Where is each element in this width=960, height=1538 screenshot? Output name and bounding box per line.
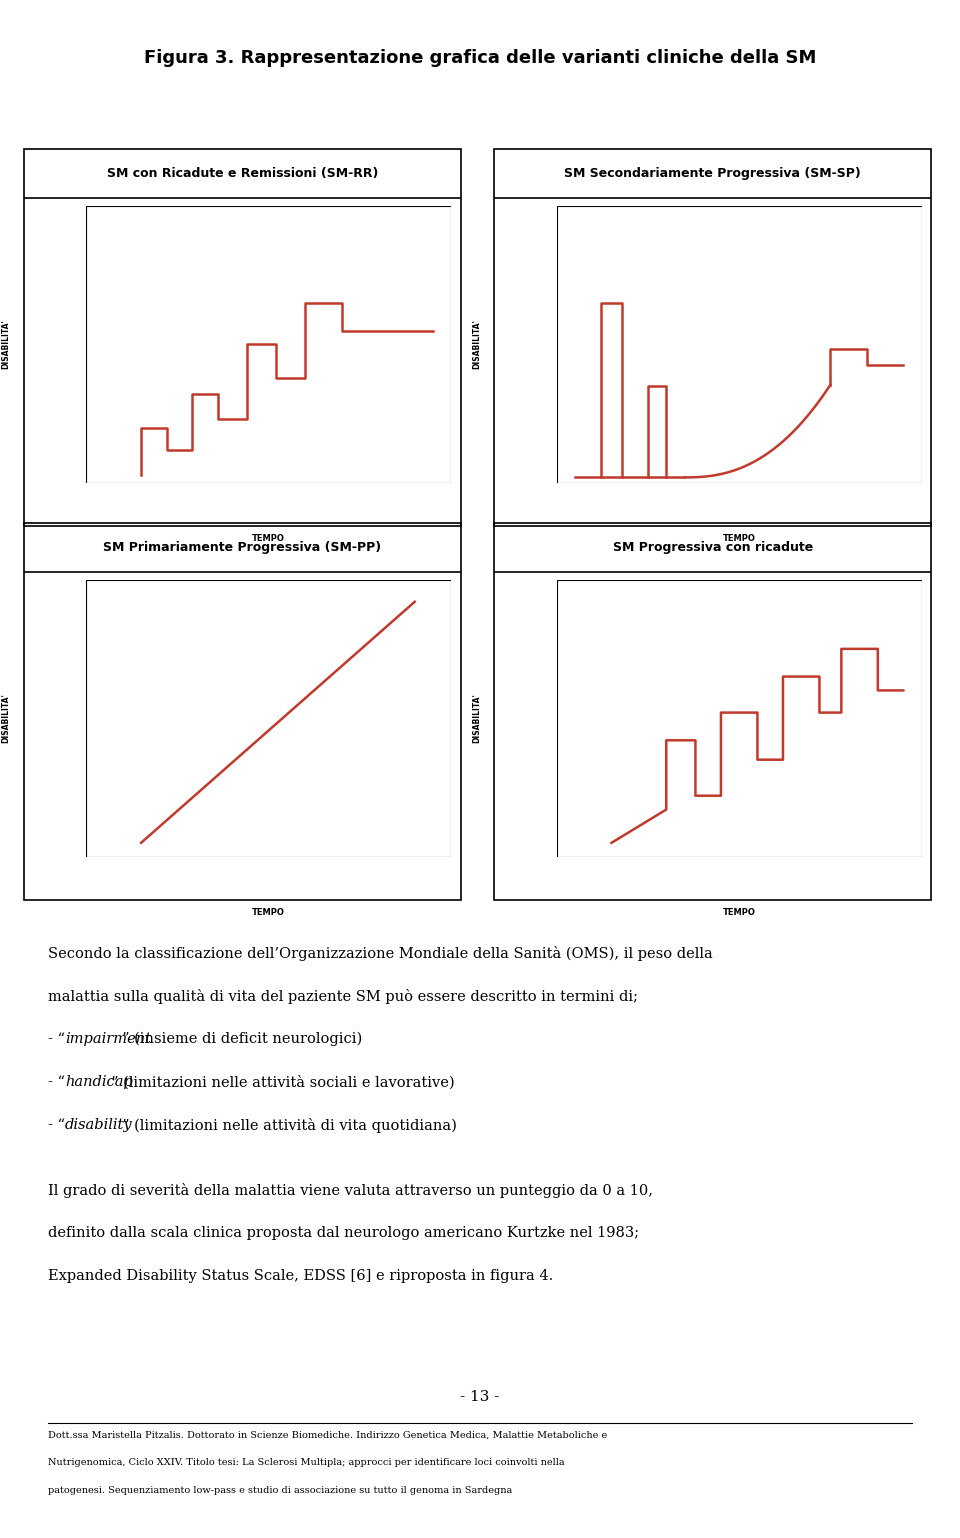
Text: handicap: handicap — [65, 1075, 133, 1089]
Text: TEMPO: TEMPO — [723, 534, 756, 543]
Text: - “: - “ — [48, 1118, 65, 1132]
Text: - “: - “ — [48, 1075, 65, 1089]
Text: SM Primariamente Progressiva (SM-PP): SM Primariamente Progressiva (SM-PP) — [104, 541, 381, 554]
Text: disability: disability — [65, 1118, 132, 1132]
Text: TEMPO: TEMPO — [252, 534, 285, 543]
Text: SM Progressiva con ricadute: SM Progressiva con ricadute — [612, 541, 813, 554]
Text: DISABILITA': DISABILITA' — [472, 320, 481, 369]
Text: ” (limitazioni nelle attività sociali e lavorative): ” (limitazioni nelle attività sociali e … — [110, 1075, 454, 1089]
Text: TEMPO: TEMPO — [252, 907, 285, 917]
Text: Figura 3. Rappresentazione grafica delle varianti cliniche della SM: Figura 3. Rappresentazione grafica delle… — [144, 49, 816, 68]
Text: ” (insieme di deficit neurologici): ” (insieme di deficit neurologici) — [122, 1032, 363, 1046]
Text: ” (limitazioni nelle attività di vita quotidiana): ” (limitazioni nelle attività di vita qu… — [122, 1118, 457, 1134]
Text: TEMPO: TEMPO — [723, 907, 756, 917]
Text: patogenesi. Sequenziamento low-pass e studio di associazione su tutto il genoma : patogenesi. Sequenziamento low-pass e st… — [48, 1486, 513, 1495]
Text: definito dalla scala clinica proposta dal neurologo americano Kurtzke nel 1983;: definito dalla scala clinica proposta da… — [48, 1226, 639, 1240]
Text: Il grado di severità della malattia viene valuta attraverso un punteggio da 0 a : Il grado di severità della malattia vien… — [48, 1183, 653, 1198]
Text: DISABILITA': DISABILITA' — [472, 694, 481, 743]
Text: DISABILITA': DISABILITA' — [2, 694, 11, 743]
Text: Expanded Disability Status Scale, EDSS [6] e riproposta in figura 4.: Expanded Disability Status Scale, EDSS [… — [48, 1269, 553, 1283]
Text: malattia sulla qualità di vita del paziente SM può essere descritto in termini d: malattia sulla qualità di vita del pazie… — [48, 989, 638, 1004]
Text: Secondo la classificazione dell’Organizzazione Mondiale della Sanità (OMS), il p: Secondo la classificazione dell’Organizz… — [48, 946, 712, 961]
Text: SM Secondariamente Progressiva (SM-SP): SM Secondariamente Progressiva (SM-SP) — [564, 168, 861, 180]
Text: - “: - “ — [48, 1032, 65, 1046]
Text: DISABILITA': DISABILITA' — [2, 320, 11, 369]
Text: - 13 -: - 13 - — [460, 1390, 500, 1404]
Text: SM con Ricadute e Remissioni (SM-RR): SM con Ricadute e Remissioni (SM-RR) — [107, 168, 378, 180]
Text: Dott.ssa Maristella Pitzalis. Dottorato in Scienze Biomediche. Indirizzo Genetic: Dott.ssa Maristella Pitzalis. Dottorato … — [48, 1430, 608, 1440]
Text: impairment: impairment — [65, 1032, 151, 1046]
Text: Nutrigenomica, Ciclo XXIV. Titolo tesi: La Sclerosi Multipla; approcci per ident: Nutrigenomica, Ciclo XXIV. Titolo tesi: … — [48, 1458, 564, 1467]
